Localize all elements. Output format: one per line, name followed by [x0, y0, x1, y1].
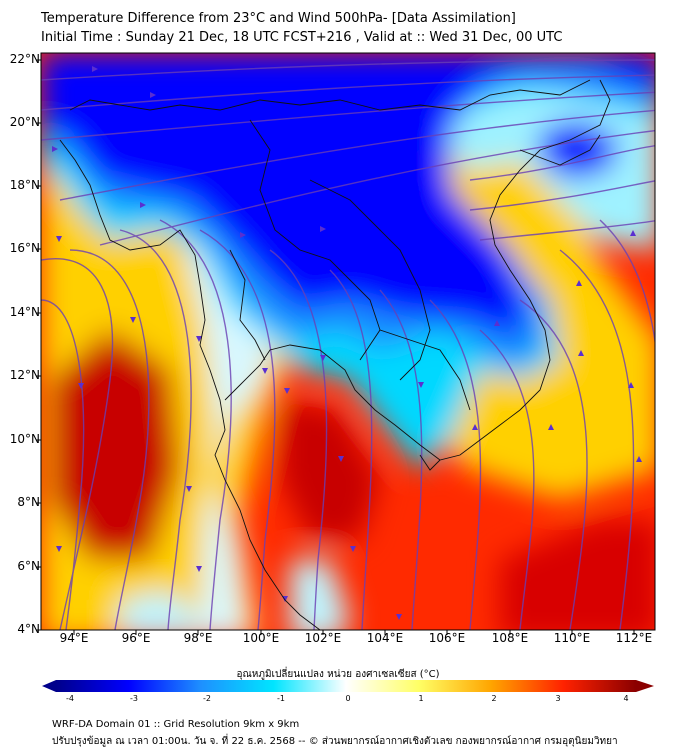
- lat-label-8n: 8°N: [17, 495, 40, 509]
- lon-label-98e: 98°E: [183, 631, 213, 645]
- lon-label-106e: 106°E: [428, 631, 466, 645]
- footer-domain-info: WRF-DA Domain 01 :: Grid Resolution 9km …: [52, 719, 300, 730]
- lat-label-20n: 20°N: [9, 115, 40, 129]
- colorbar-tick: -4: [66, 694, 74, 703]
- lon-label-94e: 94°E: [59, 631, 89, 645]
- lat-label-16n: 16°N: [9, 241, 40, 255]
- footer-update-info: ปรับปรุงข้อมูล ณ เวลา 01:00น. วัน จ. ที่…: [52, 736, 618, 747]
- lat-label-6n: 6°N: [17, 559, 40, 573]
- map-frame: [40, 52, 656, 631]
- lon-label-96e: 96°E: [121, 631, 151, 645]
- lat-label-22n: 22°N: [9, 52, 40, 66]
- lat-label-10n: 10°N: [9, 432, 40, 446]
- lat-label-12n: 12°N: [9, 368, 40, 382]
- wind-streamlines: [41, 59, 655, 630]
- colorbar-tick: -2: [203, 694, 211, 703]
- coastlines: [59, 79, 611, 630]
- colorbar-tick: -3: [130, 694, 138, 703]
- colorbar-tick: 1: [418, 694, 424, 703]
- lon-label-110e: 110°E: [553, 631, 591, 645]
- colorbar-title: อุณหภูมิเปลี่ยนแปลง หน่วย องศาเซลเซียส (…: [236, 669, 440, 680]
- map-title: Temperature Difference from 23°C and Win…: [41, 11, 516, 26]
- lat-label-18n: 18°N: [9, 178, 40, 192]
- lon-label-104e: 104°E: [366, 631, 404, 645]
- lon-label-100e: 100°E: [242, 631, 280, 645]
- map-subtitle: Initial Time : Sunday 21 Dec, 18 UTC FCS…: [41, 30, 563, 45]
- lat-label-4n: 4°N: [17, 622, 40, 636]
- colorbar-tick: -1: [277, 694, 285, 703]
- temperature-field: [41, 53, 655, 630]
- lon-label-102e: 102°E: [304, 631, 342, 645]
- colorbar-tick: 0: [345, 694, 351, 703]
- colorbar-max-arrow: [636, 680, 654, 692]
- colorbar-tick: 2: [491, 694, 497, 703]
- colorbar-min-arrow: [42, 680, 56, 692]
- lon-label-108e: 108°E: [491, 631, 529, 645]
- colorbar-tick: 3: [555, 694, 561, 703]
- lon-label-112e: 112°E: [615, 631, 653, 645]
- lat-label-14n: 14°N: [9, 305, 40, 319]
- colorbar: [56, 680, 636, 692]
- colorbar-tick: 4: [623, 694, 629, 703]
- axis-ticks: [36, 59, 635, 635]
